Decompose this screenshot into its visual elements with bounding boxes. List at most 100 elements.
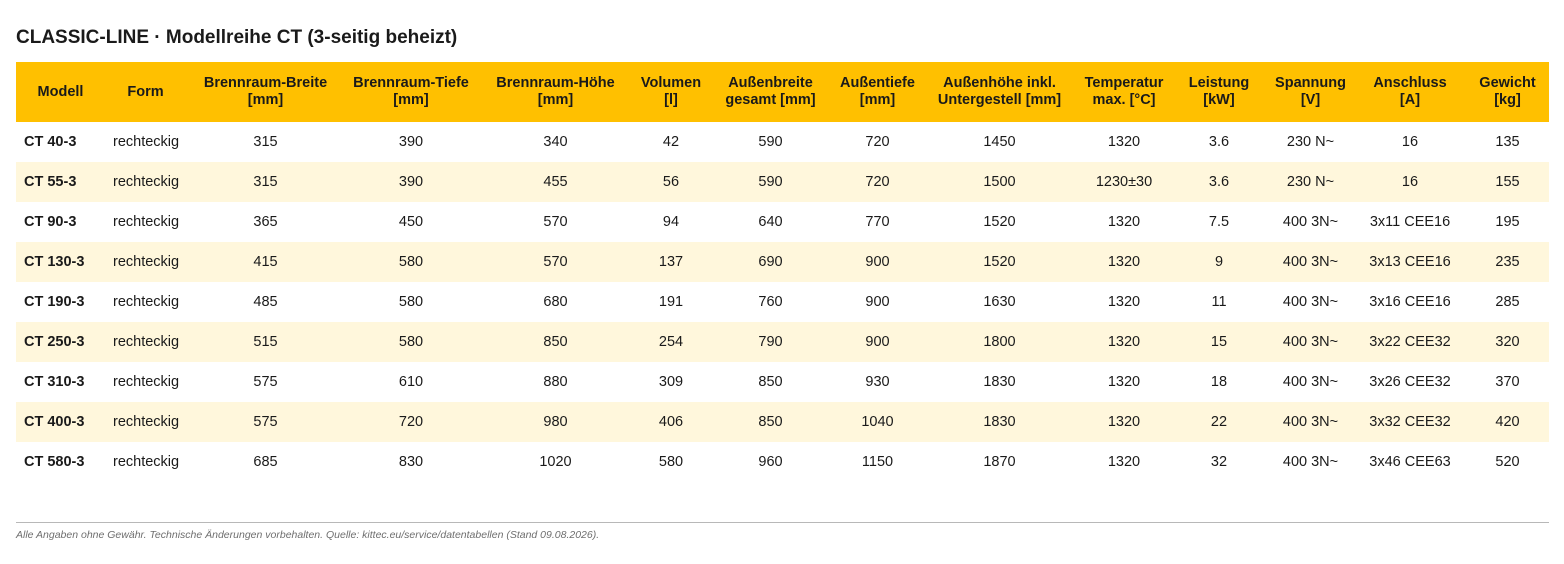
cell-aussentiefe: 1150 <box>861 454 894 470</box>
table-row: CT 40-3 rechteckig 315 390 340 42 590 720 1450 13… <box>16 122 1549 162</box>
cell-anschluss: 3x26 CEE32 <box>1369 374 1451 390</box>
cell-anschluss: 16 <box>1354 162 1466 202</box>
cell-modell: CT 130-3 <box>16 242 105 282</box>
cell-spannung: 400 3N~ <box>1282 294 1339 310</box>
cell-brennraum-hoehe: 980 <box>477 402 634 442</box>
cell-anschluss: 3x46 CEE63 <box>1369 454 1451 470</box>
cell-temperatur: 1320 <box>1107 214 1141 230</box>
cell-brennraum-breite: 515 <box>186 322 345 362</box>
cell-aussentiefe: 900 <box>865 294 890 310</box>
cell-aussenbreite: 760 <box>758 294 783 310</box>
cell-form: rechteckig <box>113 294 180 310</box>
cell-volumen: 56 <box>634 162 708 202</box>
cell-brennraum-breite: 485 <box>253 294 278 310</box>
cell-volumen: 137 <box>634 242 708 282</box>
cell-form: rechteckig <box>113 214 180 230</box>
cell-aussenhoehe: 1520 <box>983 214 1016 230</box>
table-row: CT 190-3 rechteckig 485 580 680 191 760 900 1630… <box>16 282 1549 322</box>
cell-modell: CT 580-3 <box>24 454 85 470</box>
column-header-anschluss: Anschluss [A] <box>1354 62 1466 122</box>
cell-temperatur: 1320 <box>1107 374 1141 390</box>
cell-aussentiefe: 900 <box>833 322 922 362</box>
cell-modell: CT 55-3 <box>16 162 105 202</box>
cell-aussentiefe: 720 <box>865 134 890 150</box>
table-row: CT 250-3 rechteckig 515 580 850 254 790 900 1800… <box>16 322 1549 362</box>
cell-brennraum-hoehe: 880 <box>543 374 568 390</box>
cell-form: rechteckig <box>105 322 186 362</box>
cell-brennraum-hoehe: 570 <box>477 242 634 282</box>
column-header-aussenbreite: Außenbreite gesamt [mm] <box>708 62 833 122</box>
cell-gewicht: 155 <box>1466 162 1549 202</box>
table-row: CT 55-3 rechteckig 315 390 455 56 590 720 1500 12… <box>16 162 1549 202</box>
cell-brennraum-hoehe: 340 <box>543 134 568 150</box>
column-header-spannung: Spannung [V] <box>1267 62 1354 122</box>
cell-brennraum-breite: 685 <box>253 454 278 470</box>
table-row: CT 580-3 rechteckig 685 830 1020 580 960 1150 18… <box>16 442 1549 482</box>
cell-gewicht: 320 <box>1466 322 1549 362</box>
cell-gewicht: 195 <box>1495 214 1520 230</box>
cell-brennraum-tiefe: 580 <box>345 242 477 282</box>
cell-leistung: 3.6 <box>1208 134 1230 150</box>
cell-aussenhoehe: 1500 <box>922 162 1077 202</box>
table-row: CT 400-3 rechteckig 575 720 980 406 850 1040 183… <box>16 402 1549 442</box>
cell-form: rechteckig <box>105 242 186 282</box>
cell-modell: CT 190-3 <box>24 294 85 310</box>
cell-spannung: 400 3N~ <box>1282 374 1339 390</box>
column-header-volumen: Volumen [l] <box>634 62 708 122</box>
cell-aussenbreite: 960 <box>758 454 783 470</box>
cell-brennraum-tiefe: 610 <box>398 374 424 390</box>
cell-spannung: 400 3N~ <box>1282 454 1339 470</box>
table-row: CT 90-3 rechteckig 365 450 570 94 640 770 1520 13… <box>16 202 1549 242</box>
cell-leistung: 15 <box>1171 322 1267 362</box>
cell-brennraum-breite: 315 <box>186 162 345 202</box>
cell-gewicht: 235 <box>1466 242 1549 282</box>
cell-form: rechteckig <box>113 374 180 390</box>
cell-brennraum-hoehe: 1020 <box>539 454 572 470</box>
cell-volumen: 94 <box>662 214 680 230</box>
column-header-leistung: Leistung [kW] <box>1171 62 1267 122</box>
cell-volumen: 406 <box>634 402 708 442</box>
cell-aussenbreite: 690 <box>708 242 833 282</box>
cell-aussenhoehe: 1800 <box>922 322 1077 362</box>
cell-spannung: 400 3N~ <box>1282 214 1339 230</box>
cell-leistung: 7.5 <box>1208 214 1230 230</box>
cell-gewicht: 370 <box>1495 374 1520 390</box>
cell-modell: CT 400-3 <box>16 402 105 442</box>
cell-spannung: 400 3N~ <box>1267 402 1354 442</box>
table-row: CT 130-3 rechteckig 415 580 570 137 690 900 1520… <box>16 242 1549 282</box>
cell-brennraum-hoehe: 680 <box>543 294 568 310</box>
column-header-brennraum-tiefe: Brennraum-Tiefe [mm] <box>345 62 477 122</box>
cell-form: rechteckig <box>105 162 186 202</box>
cell-temperatur: 1320 <box>1077 402 1171 442</box>
cell-leistung: 22 <box>1171 402 1267 442</box>
cell-gewicht: 135 <box>1495 134 1520 150</box>
table-body: CT 40-3 rechteckig 315 390 340 42 590 720 1450 13… <box>16 122 1549 482</box>
cell-temperatur: 1320 <box>1107 294 1141 310</box>
cell-anschluss: 16 <box>1401 134 1419 150</box>
cell-leistung: 11 <box>1211 294 1227 310</box>
cell-brennraum-tiefe: 830 <box>398 454 424 470</box>
cell-temperatur: 1320 <box>1077 242 1171 282</box>
cell-gewicht: 285 <box>1495 294 1520 310</box>
column-header-aussenhoehe: Außenhöhe inkl. Untergestell [mm] <box>922 62 1077 122</box>
column-header-modell: Modell <box>16 62 105 122</box>
cell-volumen: 191 <box>658 294 684 310</box>
cell-form: rechteckig <box>113 454 180 470</box>
cell-aussentiefe: 770 <box>865 214 890 230</box>
cell-leistung: 32 <box>1210 454 1228 470</box>
cell-spannung: 230 N~ <box>1286 134 1335 150</box>
column-header-aussentiefe: Außentiefe [mm] <box>833 62 922 122</box>
cell-aussenhoehe: 1450 <box>983 134 1016 150</box>
cell-brennraum-tiefe: 450 <box>398 214 424 230</box>
cell-volumen: 309 <box>658 374 684 390</box>
cell-anschluss: 3x11 CEE16 <box>1369 214 1451 230</box>
cell-brennraum-breite: 575 <box>186 402 345 442</box>
cell-volumen: 42 <box>662 134 680 150</box>
cell-aussenhoehe: 1870 <box>983 454 1016 470</box>
cell-aussentiefe: 720 <box>833 162 922 202</box>
cell-anschluss: 3x22 CEE32 <box>1354 322 1466 362</box>
cell-modell: CT 310-3 <box>24 374 85 390</box>
cell-aussenhoehe: 1830 <box>922 402 1077 442</box>
cell-brennraum-tiefe: 390 <box>345 162 477 202</box>
cell-spannung: 400 3N~ <box>1267 242 1354 282</box>
